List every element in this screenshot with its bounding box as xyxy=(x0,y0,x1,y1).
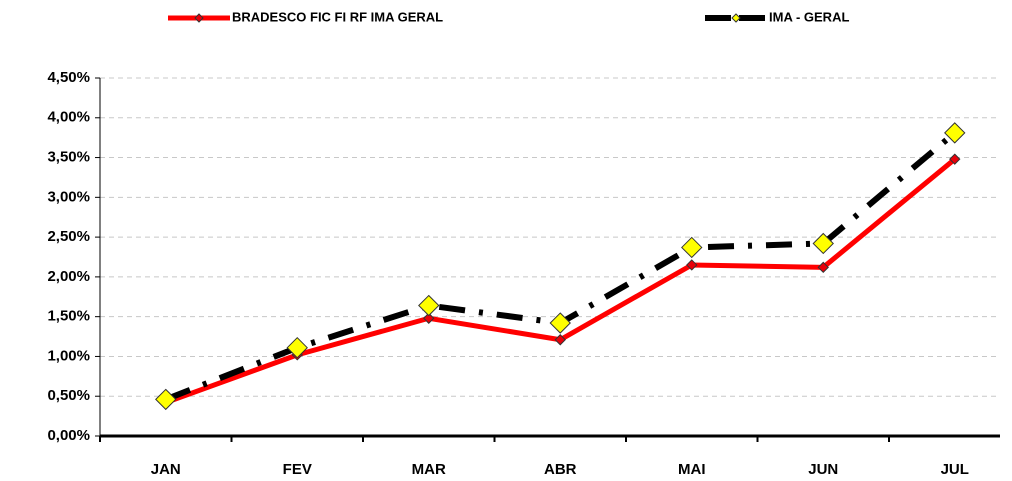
y-tick-label: 3,00% xyxy=(47,188,90,205)
point-marker xyxy=(681,236,703,259)
point-marker xyxy=(423,312,435,324)
point-marker xyxy=(155,388,177,411)
x-tick-label: JUL xyxy=(941,461,969,478)
point-marker xyxy=(686,259,698,271)
point-marker xyxy=(549,312,571,334)
point-marker xyxy=(554,334,566,346)
x-tick-label: JUN xyxy=(808,461,838,478)
y-tick-label: 0,50% xyxy=(47,387,90,404)
point-marker xyxy=(812,232,834,255)
legend-marker xyxy=(194,13,204,23)
y-tick-label: 3,50% xyxy=(47,149,90,166)
y-tick-label: 2,50% xyxy=(47,228,90,245)
y-tick-label: 2,00% xyxy=(47,268,90,285)
legend-label: BRADESCO FIC FI RF IMA GERAL xyxy=(232,9,443,24)
point-marker xyxy=(949,153,961,165)
series-line xyxy=(164,157,957,405)
x-tick-label: FEV xyxy=(283,461,312,478)
x-tick-label: JAN xyxy=(151,461,181,478)
x-tick-label: MAI xyxy=(678,461,706,478)
legend-marker xyxy=(731,13,741,23)
y-tick-label: 1,00% xyxy=(47,347,90,364)
point-marker xyxy=(286,336,308,359)
point-marker xyxy=(418,294,440,317)
y-tick-label: 0,00% xyxy=(47,427,90,444)
y-tick-label: 4,00% xyxy=(47,109,90,126)
x-tick-label: ABR xyxy=(544,461,577,478)
legend-label: IMA - GERAL xyxy=(769,9,849,24)
y-tick-label: 1,50% xyxy=(47,308,90,325)
y-tick-label: 4,50% xyxy=(47,69,90,86)
point-marker xyxy=(944,122,966,144)
point-marker xyxy=(817,261,829,274)
x-tick-label: MAR xyxy=(412,461,446,478)
